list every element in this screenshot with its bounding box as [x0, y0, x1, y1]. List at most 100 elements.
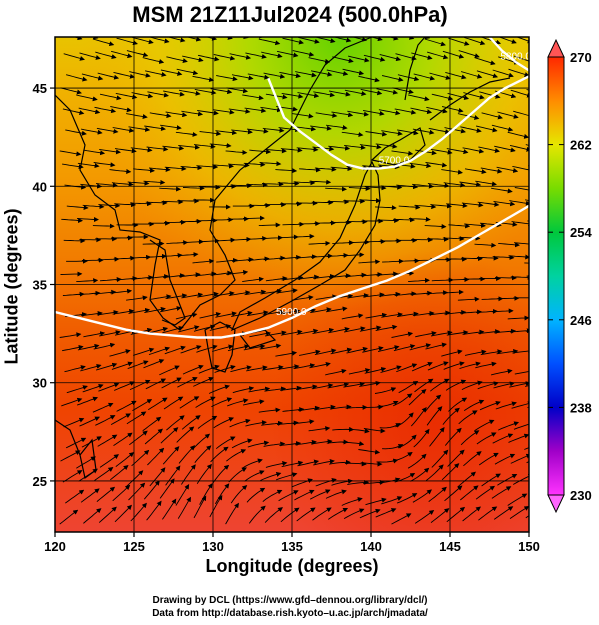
streamline-580 — [408, 277, 430, 283]
streamline-626 — [442, 407, 460, 425]
streamline-387 — [299, 349, 321, 356]
streamline-304 — [248, 386, 271, 393]
streamline-656 — [459, 361, 481, 370]
streamline-512 — [369, 37, 383, 42]
streamline-114 — [132, 399, 153, 411]
streamline-614 — [430, 148, 453, 155]
streamline-548 — [396, 363, 418, 373]
streamline-412 — [311, 383, 334, 390]
streamline-155 — [146, 146, 169, 152]
streamline-407 — [315, 478, 337, 487]
streamline-47 — [83, 149, 106, 156]
streamline-256 — [210, 270, 233, 276]
streamline-224 — [198, 364, 220, 374]
colorbar-tick-label-230: 230 — [570, 488, 592, 503]
streamline-73 — [93, 162, 116, 168]
streamline-720 — [491, 187, 513, 194]
streamline-321 — [247, 73, 270, 80]
streamline-77 — [99, 93, 122, 101]
streamline-404 — [298, 37, 320, 44]
streamline-679 — [476, 432, 497, 445]
streamline-483 — [342, 68, 365, 76]
streamline-599 — [426, 406, 443, 426]
contour-label-0: 5700.0 — [379, 156, 410, 167]
streamline-357 — [282, 407, 305, 413]
streamline-130 — [126, 113, 148, 119]
streamline-79 — [95, 51, 117, 59]
y-tick-label-25: 25 — [33, 474, 47, 489]
streamline-594 — [430, 508, 450, 523]
streamline-427 — [315, 112, 338, 118]
streamline-462 — [344, 461, 367, 467]
streamline-370 — [275, 168, 298, 174]
streamline-689 — [476, 255, 499, 261]
streamline-251 — [214, 365, 236, 373]
streamline-26 — [73, 37, 83, 41]
streamline-115 — [129, 379, 151, 391]
streamline-85 — [113, 432, 133, 446]
streamline-207 — [182, 185, 205, 191]
streamline-23 — [60, 87, 82, 95]
streamline-520 — [374, 387, 397, 394]
streamline-2 — [62, 470, 83, 483]
colorbar-tick-label-238: 238 — [570, 400, 592, 415]
streamline-250 — [208, 384, 230, 394]
streamline-390 — [291, 295, 314, 301]
streamline-749 — [509, 144, 529, 152]
streamline-676 — [475, 485, 496, 500]
streamline-678 — [478, 452, 499, 466]
streamline-491 — [363, 428, 386, 434]
streamline-186 — [160, 69, 183, 76]
streamline-202 — [178, 272, 201, 278]
colorbar-tick-label-246: 246 — [570, 313, 592, 328]
streamline-521 — [380, 365, 402, 373]
streamline-740 — [507, 315, 529, 321]
streamline-10 — [59, 332, 82, 338]
streamline-119 — [128, 307, 151, 314]
streamline-674 — [464, 37, 486, 46]
contour-line-2 — [55, 204, 529, 339]
streamline-89 — [111, 361, 133, 370]
streamline-223 — [193, 376, 214, 387]
streamline-724 — [497, 111, 519, 119]
streamline-543 — [392, 451, 413, 462]
streamline-162 — [162, 498, 177, 520]
streamline-476 — [343, 198, 366, 204]
streamline-464 — [348, 428, 370, 434]
colorbar: 230 238 246 254 262 270 — [547, 38, 592, 514]
streamline-252 — [212, 344, 234, 352]
streamline-32 — [79, 416, 101, 427]
streamline-731 — [512, 474, 529, 485]
streamline-480 — [341, 131, 364, 138]
streamline-319 — [244, 107, 267, 113]
streamline-494 — [364, 367, 387, 374]
streamline-170 — [159, 365, 180, 376]
streamline-59 — [95, 415, 116, 426]
streamline-234 — [198, 184, 221, 190]
streamline-344 — [265, 148, 287, 154]
streamline-752 — [510, 89, 529, 98]
streamline-420 — [308, 240, 331, 246]
streamline-160 — [142, 57, 165, 64]
streamline-185 — [163, 90, 185, 97]
streamline-673 — [458, 50, 480, 59]
streamline-244 — [215, 483, 230, 505]
streamline-450 — [325, 186, 347, 192]
streamline-249 — [211, 397, 233, 408]
streamline-438 — [329, 404, 352, 410]
streamline-442 — [328, 326, 350, 334]
streamline-589 — [410, 107, 433, 115]
streamline-681 — [479, 400, 501, 411]
streamline-694 — [480, 167, 503, 174]
streamline-126 — [127, 180, 150, 186]
streamline-640 — [441, 169, 463, 175]
streamline-292 — [228, 108, 251, 114]
streamline-611 — [430, 203, 452, 209]
streamline-419 — [310, 253, 333, 259]
streamline-300 — [241, 458, 263, 469]
streamline-469 — [344, 326, 366, 333]
streamline-584 — [414, 204, 437, 210]
streamline-273 — [226, 449, 247, 462]
streamline-230 — [192, 258, 215, 264]
